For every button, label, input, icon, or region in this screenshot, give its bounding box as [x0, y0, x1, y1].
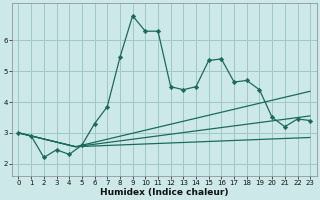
X-axis label: Humidex (Indice chaleur): Humidex (Indice chaleur) [100, 188, 228, 197]
